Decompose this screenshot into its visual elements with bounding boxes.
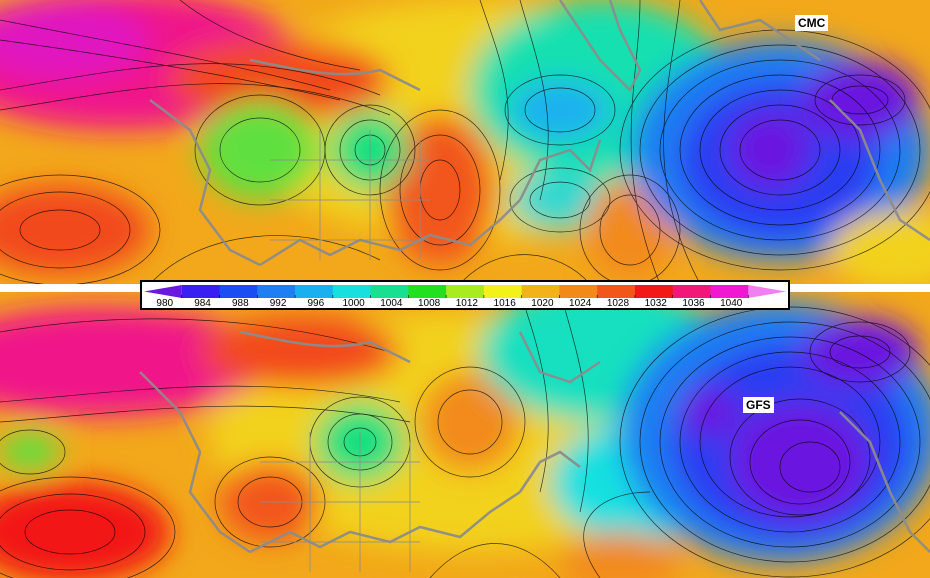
color-scale-ticks: 980 984 988 992 996 1000 1004 1008 1012 1016 1020 1…: [144, 298, 786, 309]
color-swatch: [559, 285, 598, 298]
color-swatch: [446, 285, 485, 298]
color-swatch: [672, 285, 711, 298]
tick-label: 984: [194, 298, 211, 309]
tick-label: 1028: [606, 298, 630, 309]
color-swatch: [370, 285, 409, 298]
tick-label: 1000: [342, 298, 365, 309]
tick-label: 1040: [720, 298, 743, 309]
color-scale-strip: [144, 285, 786, 298]
color-swatch: [597, 285, 636, 298]
tick-label: 1016: [493, 298, 516, 309]
tick-label: 1024: [569, 298, 592, 309]
tick-label: 1008: [417, 298, 441, 309]
cmc-pressure-field: [0, 0, 930, 284]
color-swatch: [332, 285, 372, 298]
color-swatch: [144, 285, 182, 298]
gfs-pressure-field: [0, 292, 930, 578]
color-swatch: [634, 285, 674, 298]
color-swatch: [748, 285, 786, 298]
tick-label: 1020: [531, 298, 554, 309]
color-swatch: [483, 285, 523, 298]
tick-label: 992: [269, 298, 287, 309]
color-swatch: [408, 285, 447, 298]
gfs-model-label: GFS: [743, 397, 774, 413]
color-swatch: [710, 285, 749, 298]
tick-label: 1036: [682, 298, 705, 309]
tick-label: 1032: [644, 298, 667, 309]
color-swatch: [181, 285, 221, 298]
tick-label: 980: [156, 298, 174, 309]
color-swatch: [257, 285, 296, 298]
cmc-map-panel: [0, 0, 930, 284]
color-swatch: [219, 285, 258, 298]
color-swatch: [521, 285, 560, 298]
pressure-color-legend: 980 984 988 992 996 1000 1004 1008 1012 1016 1020 1…: [140, 280, 790, 310]
color-swatch: [295, 285, 334, 298]
tick-label: 1012: [455, 298, 478, 309]
cmc-model-label: CMC: [795, 15, 829, 31]
tick-label: 996: [307, 298, 325, 309]
tick-label: 988: [231, 298, 249, 309]
tick-label: 1004: [380, 298, 403, 309]
gfs-map-panel: [0, 292, 930, 578]
